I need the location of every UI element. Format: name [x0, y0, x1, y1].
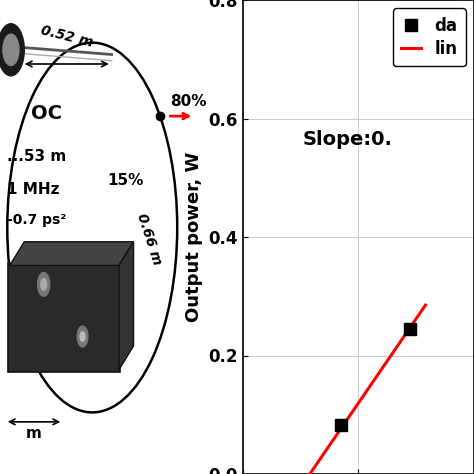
Circle shape [41, 279, 46, 290]
Text: Slope:0.: Slope:0. [303, 130, 393, 149]
Text: ...53 m: ...53 m [7, 149, 66, 164]
FancyBboxPatch shape [9, 263, 120, 372]
Polygon shape [119, 242, 134, 370]
Text: PC: PC [24, 258, 53, 277]
da [408, 326, 413, 332]
Y-axis label: Output power, W: Output power, W [185, 152, 203, 322]
Text: 15%: 15% [107, 173, 143, 188]
Line: lin: lin [310, 305, 426, 474]
Text: 0.66 m: 0.66 m [135, 212, 164, 267]
Polygon shape [9, 242, 134, 265]
Text: 0.52 m: 0.52 m [39, 23, 94, 50]
Circle shape [0, 24, 24, 76]
lin [307, 471, 313, 474]
Legend: da, lin: da, lin [392, 9, 465, 66]
Text: m: m [26, 426, 42, 441]
da [338, 422, 344, 428]
Text: -0.7 ps²: -0.7 ps² [7, 213, 66, 228]
Circle shape [77, 326, 88, 347]
Circle shape [37, 273, 50, 296]
Text: OC: OC [31, 104, 62, 123]
Circle shape [80, 332, 85, 341]
Line: da: da [336, 323, 416, 430]
Text: 1 MHz: 1 MHz [7, 182, 60, 197]
Text: 80%: 80% [170, 94, 207, 109]
Circle shape [3, 34, 19, 65]
lin [423, 302, 428, 308]
